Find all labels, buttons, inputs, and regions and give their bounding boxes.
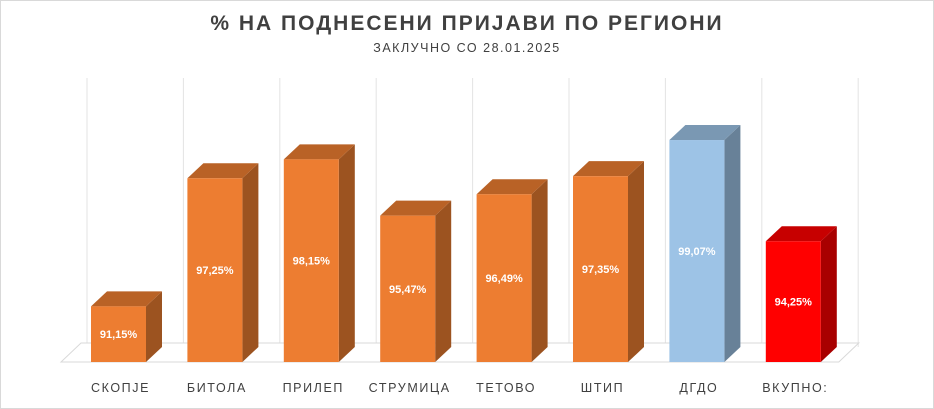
bar-top-face bbox=[283, 144, 355, 160]
data-label: 99,07% bbox=[678, 246, 716, 258]
bar-side-face bbox=[628, 161, 644, 362]
bar-front-face bbox=[669, 140, 725, 362]
bar: 94,25% bbox=[765, 226, 837, 362]
bar-side-face bbox=[242, 163, 259, 362]
bar-front-face bbox=[187, 178, 243, 362]
bar-top-face bbox=[380, 200, 452, 216]
bar: 99,07% bbox=[669, 125, 741, 362]
bar-side-face bbox=[435, 200, 452, 362]
bar-side-face bbox=[531, 179, 548, 362]
tick-label: СТРУМИЦА bbox=[369, 381, 451, 395]
tick-label: ДГДО bbox=[679, 381, 718, 395]
chart-title: % НА ПОДНЕСЕНИ ПРИЈАВИ ПО РЕГИОНИ bbox=[210, 12, 724, 35]
bar-front-face bbox=[380, 215, 436, 362]
bar-top-face bbox=[476, 179, 548, 195]
tick-label: ТЕТОВО bbox=[476, 381, 536, 395]
gridlines bbox=[86, 78, 859, 347]
tick-label: СКОПЈЕ bbox=[91, 381, 150, 395]
tick-label: ВКУПНО: bbox=[762, 381, 828, 395]
bar: 95,47% bbox=[380, 200, 452, 362]
bar-side-face bbox=[820, 226, 837, 362]
bar-front-face bbox=[573, 176, 628, 362]
tick-label: ПРИЛЕП bbox=[283, 381, 344, 395]
bar-top-face bbox=[91, 291, 162, 307]
bar: 96,49% bbox=[476, 179, 548, 362]
bar-top-face bbox=[187, 163, 259, 179]
tick-label: БИТОЛА bbox=[187, 381, 247, 395]
bar-side-face bbox=[338, 144, 355, 362]
bar-top-face bbox=[573, 161, 644, 177]
data-label: 97,35% bbox=[582, 264, 620, 276]
bar-top-face bbox=[669, 125, 741, 141]
chart-subtitle: ЗАКЛУЧНО СО 28.01.2025 bbox=[373, 41, 561, 55]
bars: 91,15% 97,25% 98,15% 95,47% 96,49% 97,35% 99,0… bbox=[91, 125, 837, 362]
data-label: 91,15% bbox=[100, 329, 138, 341]
bar-front-face bbox=[91, 306, 146, 362]
bar-top-face bbox=[765, 226, 837, 242]
category-axis: СКОПЈЕ БИТОЛА ПРИЛЕП СТРУМИЦА ТЕТОВО ШТИП ДГДО… bbox=[91, 381, 828, 395]
bar-side-face bbox=[146, 291, 162, 362]
bar: 98,15% bbox=[283, 144, 355, 362]
data-label: 95,47% bbox=[389, 284, 427, 296]
bar-side-face bbox=[724, 125, 741, 362]
data-label: 97,25% bbox=[196, 265, 234, 277]
data-label: 96,49% bbox=[485, 273, 523, 285]
tick-label: ШТИП bbox=[581, 381, 624, 395]
bar-front-face bbox=[283, 159, 339, 362]
bar: 91,15% bbox=[91, 291, 162, 362]
bar-front-face bbox=[765, 241, 821, 362]
data-label: 94,25% bbox=[775, 297, 813, 309]
bar-front-face bbox=[476, 194, 532, 362]
data-label: 98,15% bbox=[293, 256, 331, 268]
bar: 97,25% bbox=[187, 163, 259, 362]
bar: 97,35% bbox=[573, 161, 644, 362]
